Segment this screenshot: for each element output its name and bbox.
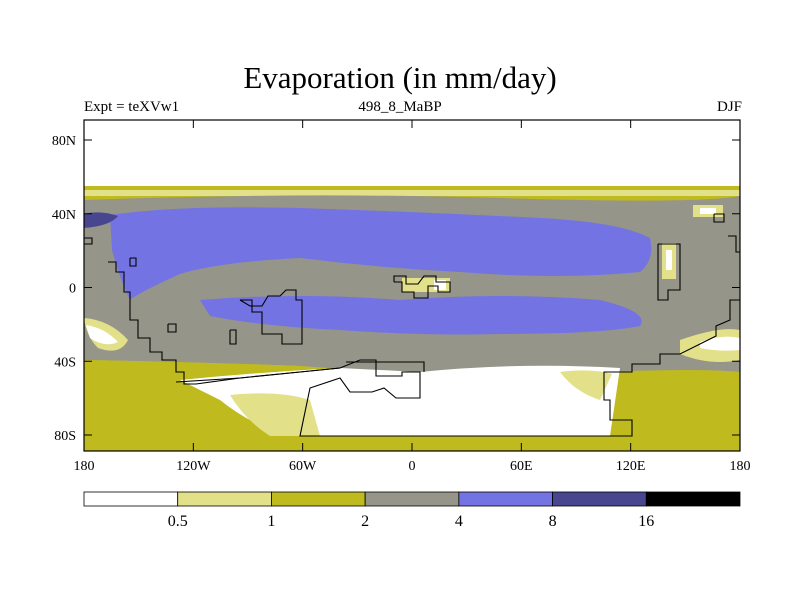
colorbar-segment — [177, 491, 272, 507]
east-island-white — [666, 250, 672, 270]
colorbar-segment — [645, 491, 741, 507]
colorbar-segment — [83, 491, 179, 507]
light-band-north — [84, 190, 740, 196]
colorbar-label: 16 — [638, 513, 654, 530]
y-tick-label: 40S — [54, 355, 76, 370]
x-tick-label: 0 — [409, 459, 416, 474]
x-tick-label: 120W — [176, 459, 211, 474]
plot-title: Evaporation (in mm/day) — [243, 60, 557, 95]
equator-island-white — [434, 280, 446, 290]
evaporation-field — [84, 120, 740, 451]
y-tick-label: 40N — [52, 208, 76, 223]
y-tick-label: 80N — [52, 134, 76, 149]
colorbar-label: 1 — [267, 513, 275, 530]
antarctic-light-patch-east — [560, 370, 612, 400]
x-tick-label: 180 — [730, 459, 751, 474]
colorbar: 0.5 1 2 4 8 16 — [83, 491, 741, 530]
antarctic-light-patch — [230, 393, 320, 436]
continent-outlines — [84, 213, 740, 437]
y-tick-label: 80S — [54, 429, 76, 444]
colorbar-segment — [364, 491, 460, 507]
colorbar-label: 4 — [455, 513, 463, 530]
x-tick-label: 60E — [510, 459, 533, 474]
season-label: DJF — [716, 99, 742, 115]
y-axis: 80N 40N 0 40S 80S — [52, 134, 740, 444]
north-dark-blue-patch — [84, 212, 118, 228]
x-tick-label: 60W — [289, 459, 317, 474]
x-tick-label: 120E — [616, 459, 646, 474]
colorbar-label: 8 — [549, 513, 557, 530]
ne-patch-white — [700, 208, 716, 214]
period-label: 498_8_MaBP — [358, 99, 442, 115]
colorbar-segment — [552, 491, 647, 507]
x-axis: 180 120W 60W 0 60E 120E 180 — [74, 120, 751, 474]
x-tick-label: 180 — [74, 459, 95, 474]
colorbar-label: 2 — [361, 513, 369, 530]
experiment-label: Expt = teXVw1 — [84, 99, 180, 115]
colorbar-label: 0.5 — [168, 513, 188, 530]
colorbar-segment — [271, 491, 366, 507]
east-white-patch — [700, 336, 740, 351]
colorbar-segment — [458, 491, 553, 507]
y-tick-label: 0 — [69, 282, 76, 297]
south-blue-area — [200, 296, 642, 335]
west-white-patch — [86, 325, 118, 345]
north-blue-area — [110, 207, 652, 300]
